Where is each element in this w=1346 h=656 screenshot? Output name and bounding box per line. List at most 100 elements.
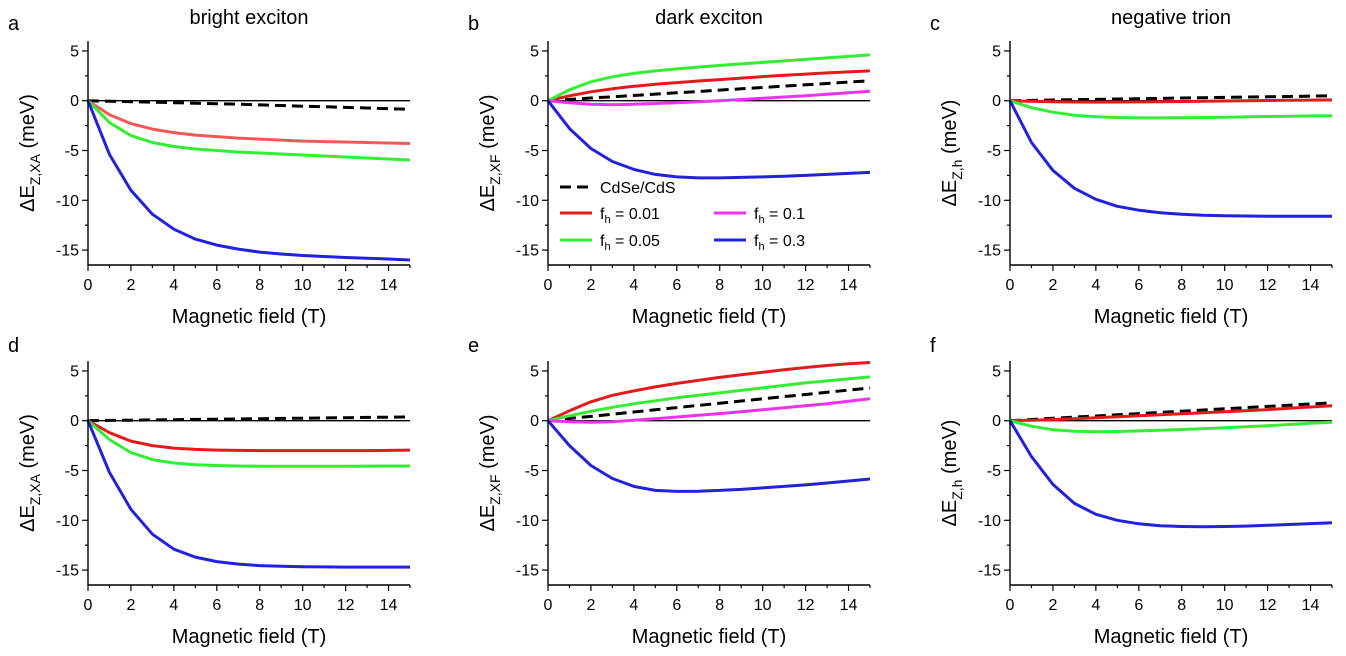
x-tick-label: 14 (1302, 277, 1320, 294)
x-tick-label: 0 (544, 597, 553, 614)
x-tick-label: 2 (1048, 597, 1057, 614)
x-axis-label: Magnetic field (T) (172, 626, 327, 648)
y-tick-label: -10 (516, 193, 539, 210)
x-tick-label: 4 (629, 277, 638, 294)
panel-c: c negative trion 0 2 4 6 8 10 12 14 5 0 -5 -10 -15 Magn… (930, 7, 1333, 328)
legend-label-sub: h (604, 241, 610, 253)
series-line-cdse (547, 79, 871, 103)
x-tick-label: 12 (797, 597, 815, 614)
legend-label-rest: = 0.05 (611, 233, 660, 250)
legend-label-rest: = 0.3 (765, 233, 806, 250)
series-line-fh001 (1009, 98, 1333, 104)
y-label-sub: Z,XA (27, 473, 43, 505)
panel-letter: d (8, 335, 19, 357)
series-line-fh03 (1008, 100, 1332, 218)
x-axis-label: Magnetic field (T) (632, 626, 787, 648)
panel-letter: a (8, 13, 20, 35)
x-tick-label: 8 (1177, 597, 1186, 614)
x-tick-label: 8 (1177, 277, 1186, 294)
series-line-fh01 (547, 89, 871, 107)
y-tick-label: -5 (987, 463, 1001, 480)
series-line-fh001 (547, 361, 871, 423)
panel-title: bright exciton (190, 7, 309, 29)
series-line-fh005 (1009, 99, 1333, 120)
y-tick-label: 5 (992, 43, 1001, 60)
x-tick-label: 6 (672, 597, 681, 614)
y-label-unit: (meV) (17, 414, 39, 474)
y-label-main: ΔE (477, 505, 499, 532)
y-tick-label: 0 (70, 93, 79, 110)
panel-letter: e (468, 335, 479, 357)
panel-e: e 0 2 4 6 8 10 12 14 5 0 -5 -10 -15 Magnetic field (T)… (468, 335, 871, 648)
x-tick-label: 12 (1259, 277, 1277, 294)
series-line-fh005 (547, 53, 871, 103)
x-tick-label: 2 (586, 597, 595, 614)
y-tick-label: -15 (56, 243, 79, 260)
x-tick-label: 14 (840, 277, 858, 294)
x-tick-label: 8 (715, 277, 724, 294)
series-line-fh001 (87, 419, 411, 453)
legend-label-sub: h (758, 214, 764, 226)
x-tick-label: 0 (84, 277, 93, 294)
y-label-main: ΔE (17, 185, 39, 212)
x-tick-label: 6 (1134, 277, 1143, 294)
y-label-sub: Z,XA (27, 153, 43, 185)
series-line-fh005 (1009, 419, 1333, 434)
panel-letter: b (468, 13, 479, 35)
y-label-sub: Z,XF (487, 154, 503, 184)
legend-label-main: f (600, 233, 605, 250)
x-tick-label: 10 (294, 277, 312, 294)
y-tick-label: -5 (65, 463, 79, 480)
legend-label-sub: h (758, 241, 764, 253)
y-tick-label: -5 (987, 143, 1001, 160)
x-tick-label: 2 (126, 277, 135, 294)
x-tick-label: 6 (672, 277, 681, 294)
y-axis-label: ΔEZ,XA (meV) (17, 94, 43, 212)
y-tick-label: -5 (65, 143, 79, 160)
y-label-unit: (meV) (939, 420, 961, 480)
x-tick-label: 10 (1216, 277, 1234, 294)
y-tick-label: 0 (530, 413, 539, 430)
x-axis-label: Magnetic field (T) (1094, 306, 1249, 328)
legend-item: fh = 0.1 (714, 206, 805, 226)
y-label-main: ΔE (477, 185, 499, 212)
y-tick-label: -10 (516, 513, 539, 530)
x-tick-label: 14 (380, 277, 398, 294)
x-tick-label: 12 (797, 277, 815, 294)
y-tick-label: -15 (516, 563, 539, 580)
y-tick-label: 0 (992, 413, 1001, 430)
x-tick-label: 12 (337, 277, 355, 294)
x-tick-label: 4 (169, 597, 178, 614)
y-tick-label: 5 (530, 43, 539, 60)
series-line-cdse (87, 415, 411, 423)
series-line-cdse (1009, 94, 1333, 103)
legend-label-rest: = 0.1 (765, 206, 806, 223)
legend-item: fh = 0.3 (714, 233, 805, 253)
x-tick-label: 8 (715, 597, 724, 614)
legend-label-main: f (600, 206, 605, 223)
panel-d: d 0 2 4 6 8 10 12 14 5 0 -5 -10 -15 Magnetic field (T)… (8, 335, 411, 648)
y-tick-label: -15 (978, 243, 1001, 260)
series-line-cdse (547, 386, 871, 423)
x-tick-label: 0 (84, 597, 93, 614)
legend-label-rest: = 0.01 (611, 206, 660, 223)
x-tick-label: 4 (1091, 597, 1100, 614)
panel-a: a bright exciton 0 2 4 6 8 10 12 14 5 0 -5 -10 -15 Magn… (8, 7, 411, 328)
panel-b: b dark exciton 0 2 4 6 8 10 12 14 5 0 -5 -10 -15 Magnet… (468, 7, 871, 328)
x-tick-label: 4 (169, 277, 178, 294)
x-tick-label: 8 (255, 597, 264, 614)
series-line-fh03 (546, 99, 871, 180)
legend-label-sub: h (604, 214, 610, 226)
y-label-unit: (meV) (477, 94, 499, 154)
y-tick-label: -10 (978, 513, 1001, 530)
legend-label-main: CdSe/CdS (600, 180, 676, 197)
y-tick-label: -15 (516, 243, 539, 260)
x-tick-label: 2 (1048, 277, 1057, 294)
y-tick-label: 0 (70, 413, 79, 430)
legend-item: fh = 0.01 (560, 206, 660, 226)
x-axis-label: Magnetic field (T) (172, 306, 327, 328)
x-tick-label: 10 (1216, 597, 1234, 614)
y-label-unit: (meV) (939, 100, 961, 160)
y-axis-label: ΔEZ,XF (meV) (477, 414, 503, 531)
